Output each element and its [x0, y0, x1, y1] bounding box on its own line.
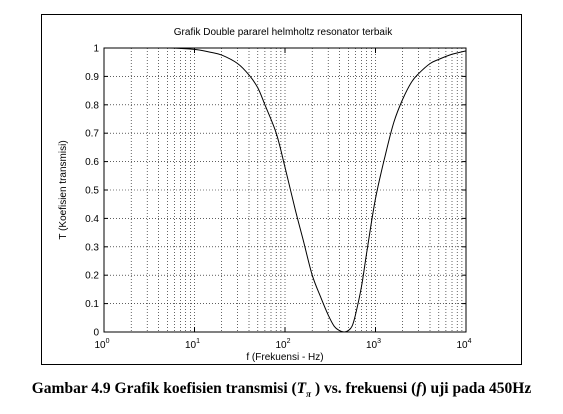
y-tick-label: 0.3 — [85, 242, 99, 253]
figure-caption: Gambar 4.9 Grafik koefisien transmisi (T… — [0, 380, 563, 399]
figure-frame — [41, 14, 522, 365]
y-axis-label: T (Koefisien transmisi) — [58, 140, 69, 239]
caption-suffix: ) uji pada 450Hz — [421, 380, 532, 397]
caption-symbol: T — [296, 380, 307, 397]
axis-ticks: 0 0.1 0.2 0.3 0.4 0.5 0.6 0.7 0.8 0.9 1 100 101 102 10… — [85, 44, 472, 352]
y-tick-label: 0.2 — [85, 271, 99, 282]
x-tick-label: 104 — [456, 338, 471, 351]
y-tick-label: 0.7 — [85, 129, 99, 140]
y-tick-label: 0 — [93, 328, 99, 339]
caption-symbol-subscript: π — [306, 389, 312, 400]
x-tick-label: 101 — [185, 338, 200, 351]
x-tick-label: 100 — [94, 338, 109, 351]
caption-prefix: Gambar 4.9 Grafik koefisien transmisi ( — [31, 380, 297, 397]
y-tick-label: 0.8 — [85, 100, 99, 111]
y-tick-label: 0.6 — [85, 157, 99, 168]
caption-f-symbol: f — [416, 380, 422, 397]
y-tick-label: 0.1 — [85, 299, 99, 310]
x-tick-label: 103 — [366, 338, 381, 351]
y-tick-label: 0.5 — [85, 186, 99, 197]
x-tick-label: 102 — [275, 338, 290, 351]
caption-middle: ) vs. frekuensi ( — [311, 380, 417, 397]
x-axis-label: f (Frekuensi - Hz) — [246, 352, 323, 363]
y-tick-label: 0.9 — [85, 72, 99, 83]
y-tick-label: 1 — [93, 44, 99, 55]
chart-title: Grafik Double pararel helmholtz resonato… — [174, 27, 393, 38]
grid-lines — [104, 48, 466, 332]
transmission-curve — [103, 47, 467, 333]
y-tick-label: 0.4 — [85, 214, 99, 225]
